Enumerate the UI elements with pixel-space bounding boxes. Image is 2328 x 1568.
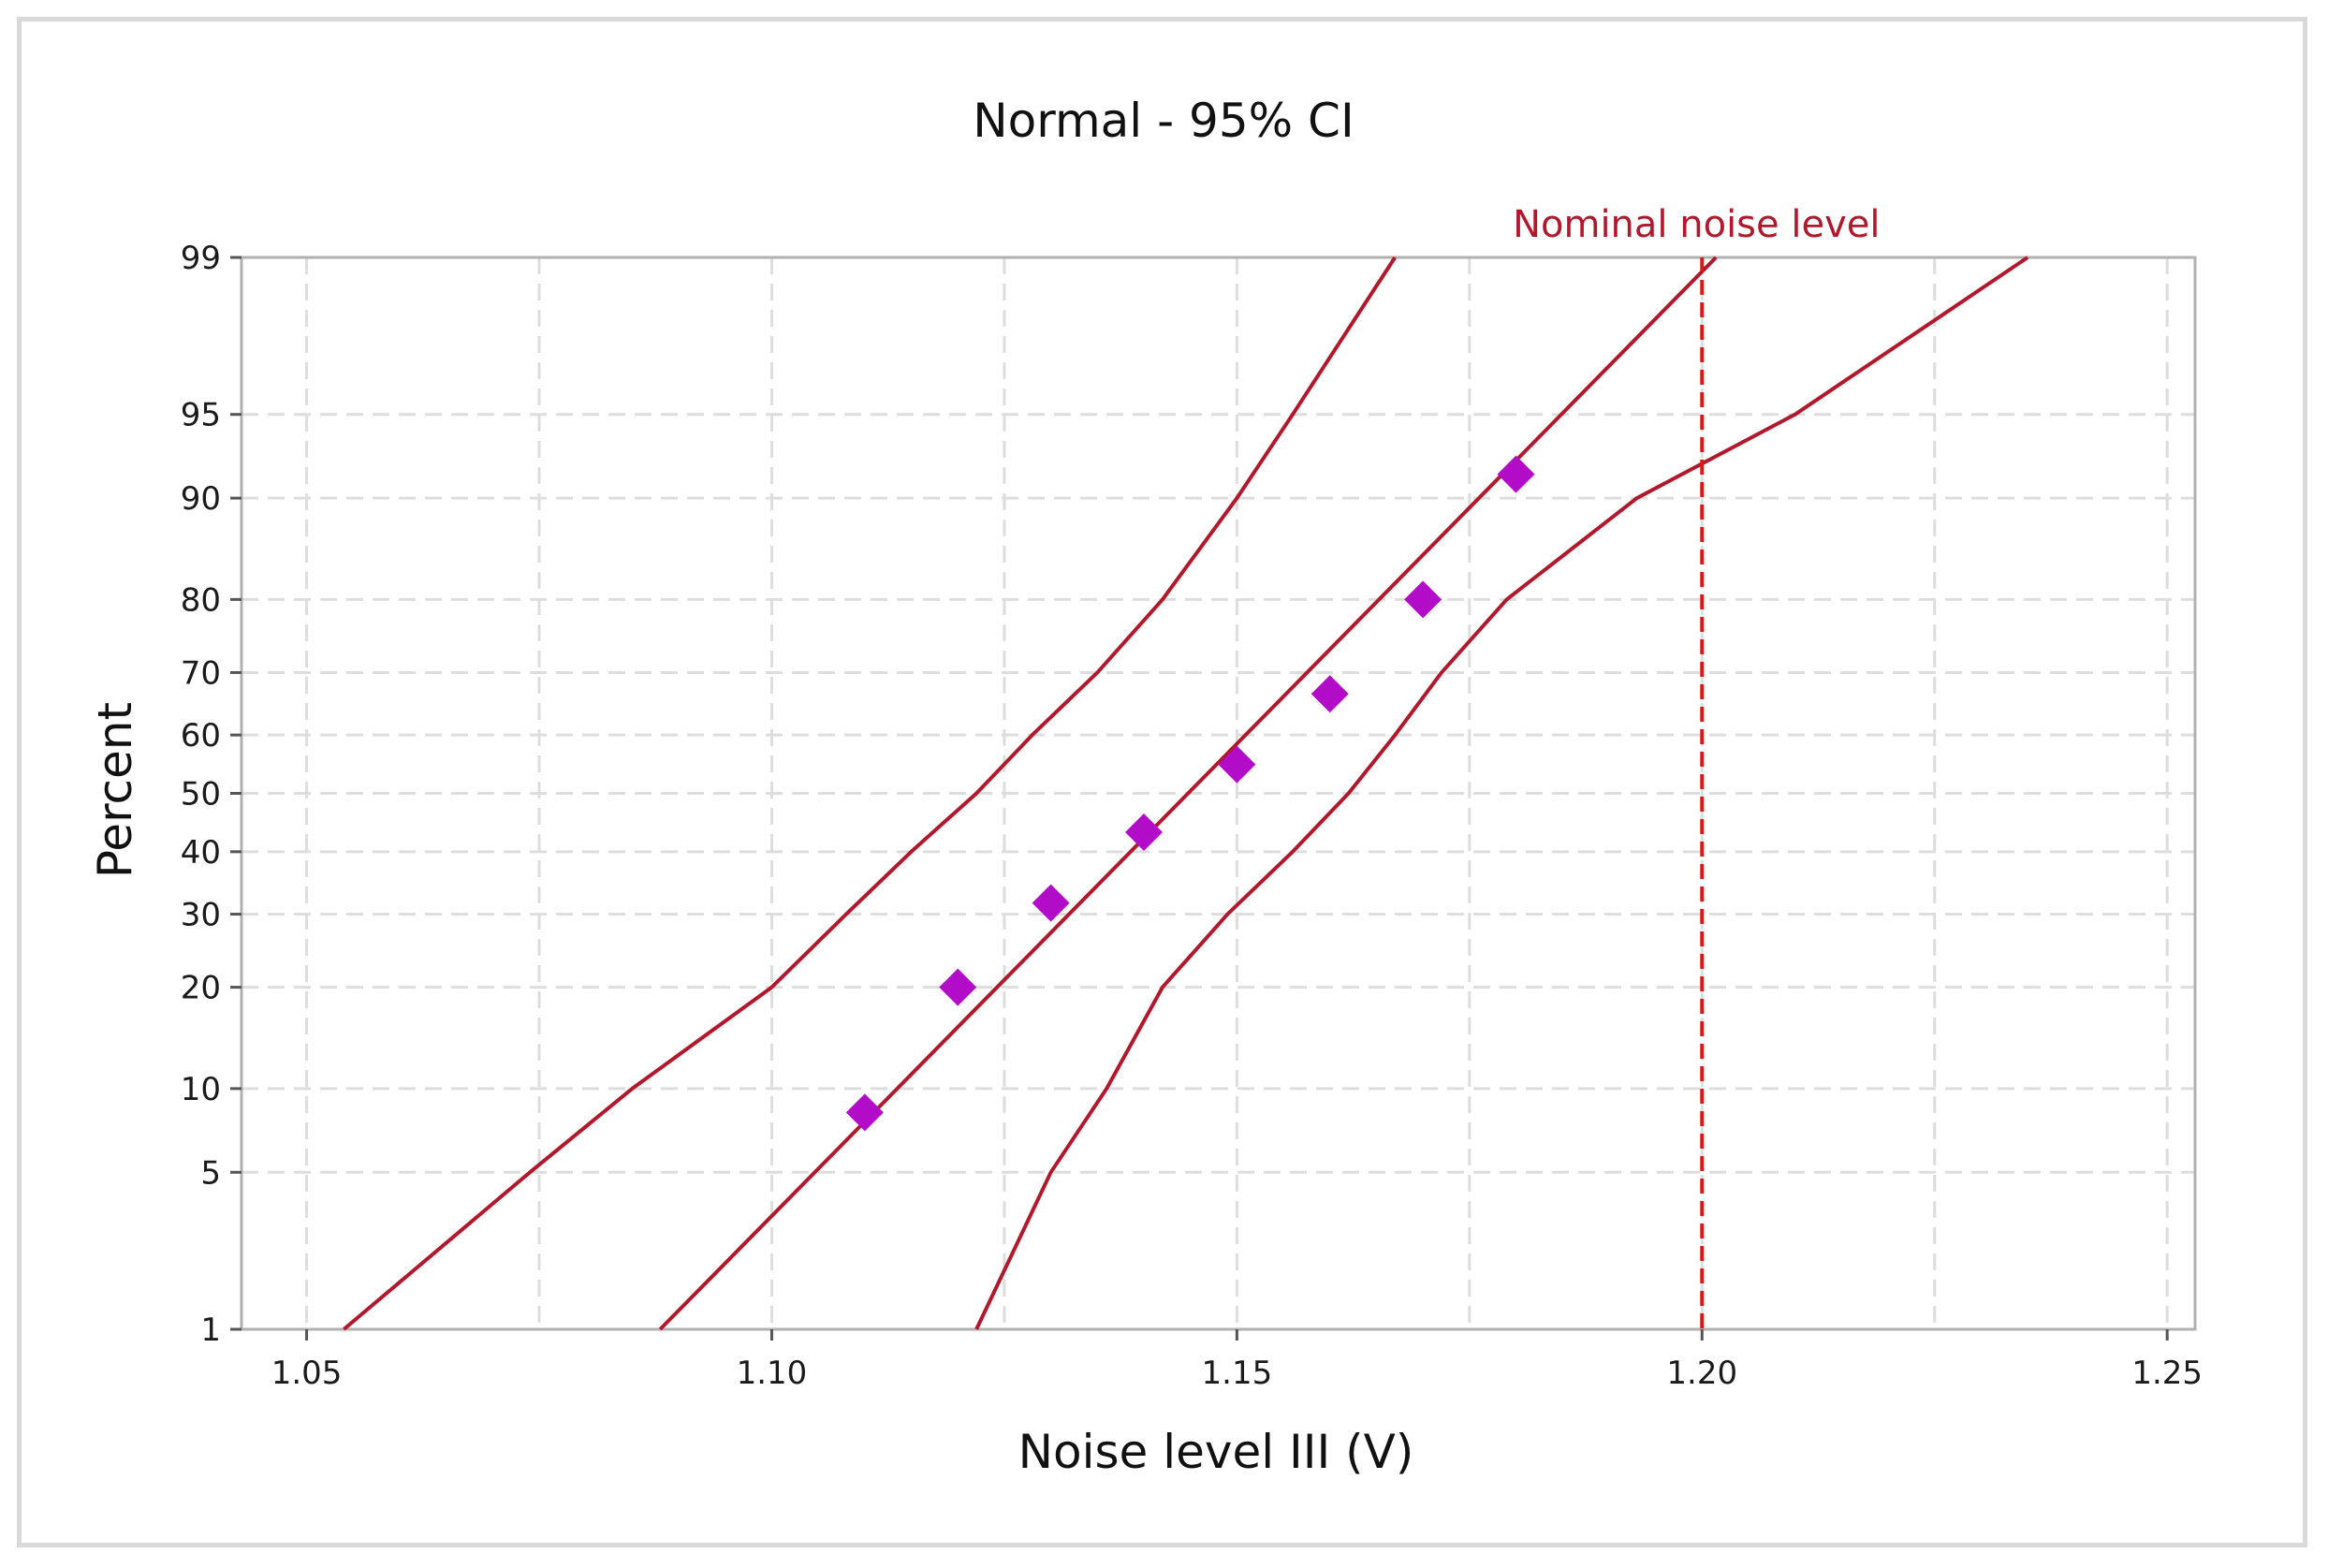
y-tick-label: 99 — [181, 240, 221, 277]
x-tick-label: 1.15 — [1202, 1355, 1273, 1392]
reference-line-group: Nominal noise level — [1513, 203, 1880, 1329]
x-tick-label: 1.25 — [2131, 1355, 2203, 1392]
y-tick-label: 90 — [181, 480, 221, 518]
y-tick-label: 80 — [181, 581, 221, 619]
ci-upper-curve — [974, 256, 2029, 1330]
y-axis-title: Percent — [88, 702, 142, 878]
data-point — [1310, 675, 1349, 713]
y-tick-label: 20 — [181, 970, 221, 1007]
data-point — [1032, 884, 1070, 922]
reference-line-label: Nominal noise level — [1513, 203, 1880, 246]
y-tick-label: 60 — [181, 717, 221, 755]
y-axis-ticks: 1 5 10 20 30 40 50 60 70 80 90 95 99 — [181, 240, 242, 1349]
x-axis-title: Noise level III (V) — [1018, 1425, 1414, 1479]
fit-and-ci-lines — [343, 256, 2029, 1331]
y-tick-label: 30 — [181, 897, 221, 934]
y-tick-label: 1 — [200, 1312, 221, 1349]
ci-lower-curve — [343, 256, 1397, 1331]
chart-title: Normal - 95% CI — [973, 94, 1354, 148]
data-points — [845, 455, 1535, 1132]
y-tick-label: 40 — [181, 834, 221, 872]
data-point — [939, 968, 977, 1006]
y-tick-label: 95 — [181, 397, 221, 434]
x-axis-ticks: 1.05 1.10 1.15 1.20 1.25 — [271, 1329, 2203, 1392]
data-point — [1497, 455, 1535, 493]
x-tick-label: 1.20 — [1666, 1355, 1737, 1392]
y-tick-label: 70 — [181, 654, 221, 692]
chart-frame — [17, 17, 2307, 1547]
x-tick-label: 1.10 — [737, 1355, 808, 1392]
data-point — [1218, 745, 1256, 784]
data-point — [1404, 580, 1442, 619]
x-tick-label: 1.05 — [271, 1355, 343, 1392]
data-point — [845, 1093, 884, 1132]
y-tick-label: 10 — [181, 1071, 221, 1108]
fitted-line — [658, 256, 1718, 1331]
data-point — [1124, 813, 1163, 852]
y-tick-label: 5 — [200, 1154, 221, 1192]
y-tick-label: 50 — [181, 776, 221, 813]
